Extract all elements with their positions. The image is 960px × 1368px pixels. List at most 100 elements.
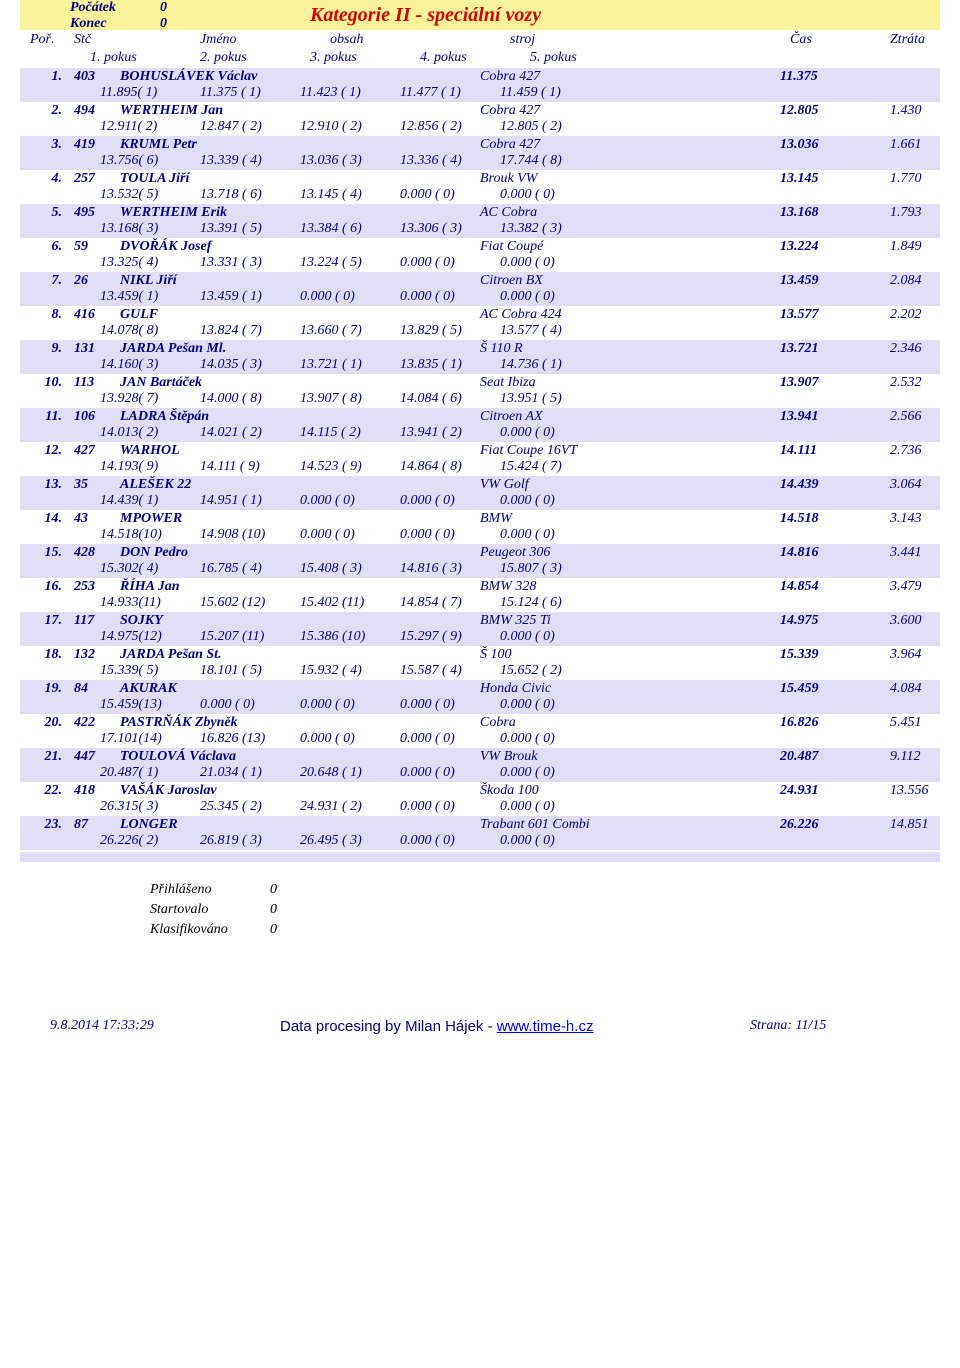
cell-name: LONGER bbox=[120, 817, 178, 833]
cell-name: JAN Bartáček bbox=[120, 375, 202, 391]
pokus: 15.339( 5) bbox=[100, 663, 200, 679]
pokus: 0.000 ( 0) bbox=[500, 255, 600, 271]
category-title: Kategorie II - speciální vozy bbox=[310, 4, 541, 27]
header-band: Počátek 0 Konec 0 Kategorie II - speciál… bbox=[20, 0, 940, 30]
pokus: 13.382 ( 3) bbox=[500, 221, 600, 237]
cell-por: 14. bbox=[38, 511, 62, 527]
cell-pokusy: 13.168( 3)13.391 ( 5)13.384 ( 6)13.306 (… bbox=[100, 221, 600, 237]
cell-stroj: Brouk VW bbox=[480, 171, 537, 187]
cell-cas: 13.577 bbox=[780, 307, 819, 323]
pokus: 0.000 ( 0) bbox=[300, 493, 400, 509]
pokus: 0.000 ( 0) bbox=[400, 799, 500, 815]
cell-cas: 13.941 bbox=[780, 409, 819, 425]
pokus: 15.297 ( 9) bbox=[400, 629, 500, 645]
cell-cas: 13.224 bbox=[780, 239, 819, 255]
pokus: 15.602 (12) bbox=[200, 595, 300, 611]
pokus: 13.829 ( 5) bbox=[400, 323, 500, 339]
cell-name: BOHUSLÁVEK Václav bbox=[120, 69, 257, 85]
col-stroj: stroj bbox=[510, 32, 535, 48]
cell-name: WERTHEIM Erik bbox=[120, 205, 227, 221]
cell-por: 8. bbox=[38, 307, 62, 323]
pokus: 20.487( 1) bbox=[100, 765, 200, 781]
cell-pokusy: 26.315( 3)25.345 ( 2)24.931 ( 2)0.000 ( … bbox=[100, 799, 600, 815]
pokus: 15.652 ( 2) bbox=[500, 663, 600, 679]
cell-ztrata: 1.430 bbox=[890, 103, 922, 119]
cell-stroj: Š 100 bbox=[480, 647, 512, 663]
cell-stc: 419 bbox=[74, 137, 95, 153]
table-row: 12.427WARHOLFiat Coupe 16VT14.1112.73614… bbox=[20, 442, 940, 476]
cell-cas: 15.339 bbox=[780, 647, 819, 663]
cell-name: VAŠÁK Jaroslav bbox=[120, 783, 217, 799]
pokus: 16.785 ( 4) bbox=[200, 561, 300, 577]
cell-cas: 20.487 bbox=[780, 749, 819, 765]
cell-por: 4. bbox=[38, 171, 62, 187]
cell-stroj: Fiat Coupe 16VT bbox=[480, 443, 577, 459]
pokus: 14.439( 1) bbox=[100, 493, 200, 509]
pokus: 0.000 ( 0) bbox=[500, 493, 600, 509]
pokus: 15.302( 4) bbox=[100, 561, 200, 577]
table-row: 8.416GULFAC Cobra 42413.5772.20214.078( … bbox=[20, 306, 940, 340]
cell-name: WERTHEIM Jan bbox=[120, 103, 223, 119]
pokus: 14.518(10) bbox=[100, 527, 200, 543]
cell-name: PASTRŇÁK Zbyněk bbox=[120, 715, 238, 731]
cell-cas: 14.439 bbox=[780, 477, 819, 493]
table-row: 1.403BOHUSLÁVEK VáclavCobra 42711.37511.… bbox=[20, 68, 940, 102]
pokus: 14.951 ( 1) bbox=[200, 493, 300, 509]
pokus: 15.587 ( 4) bbox=[400, 663, 500, 679]
cell-name: GULF bbox=[120, 307, 158, 323]
table-row: 15.428DON PedroPeugeot 30614.8163.44115.… bbox=[20, 544, 940, 578]
pokus: 13.336 ( 4) bbox=[400, 153, 500, 169]
cell-pokusy: 14.013( 2)14.021 ( 2)14.115 ( 2)13.941 (… bbox=[100, 425, 600, 441]
col-p1: 1. pokus bbox=[90, 50, 137, 66]
cell-pokusy: 15.302( 4)16.785 ( 4)15.408 ( 3)14.816 (… bbox=[100, 561, 600, 577]
cell-stc: 253 bbox=[74, 579, 95, 595]
cell-stc: 87 bbox=[74, 817, 88, 833]
cell-stc: 132 bbox=[74, 647, 95, 663]
pokus: 13.721 ( 1) bbox=[300, 357, 400, 373]
cell-ztrata: 1.661 bbox=[890, 137, 922, 153]
pokus: 0.000 ( 0) bbox=[500, 833, 600, 849]
cell-pokusy: 13.756( 6)13.339 ( 4)13.036 ( 3)13.336 (… bbox=[100, 153, 600, 169]
pokus: 20.648 ( 1) bbox=[300, 765, 400, 781]
cell-ztrata: 14.851 bbox=[890, 817, 929, 833]
cell-por: 1. bbox=[38, 69, 62, 85]
pokus: 13.331 ( 3) bbox=[200, 255, 300, 271]
pokus: 26.315( 3) bbox=[100, 799, 200, 815]
cell-por: 22. bbox=[38, 783, 62, 799]
cell-pokusy: 14.160( 3)14.035 ( 3)13.721 ( 1)13.835 (… bbox=[100, 357, 600, 373]
pokus: 12.910 ( 2) bbox=[300, 119, 400, 135]
cell-cas: 14.518 bbox=[780, 511, 819, 527]
cell-stroj: Seat Ibiza bbox=[480, 375, 536, 391]
summary: Přihlášeno0 Startovalo0 Klasifikováno0 bbox=[150, 882, 940, 938]
cell-stc: 418 bbox=[74, 783, 95, 799]
footer-link[interactable]: www.time-h.cz bbox=[497, 1018, 594, 1035]
footer-datetime: 9.8.2014 17:33:29 bbox=[50, 1018, 154, 1034]
cell-stroj: Š 110 R bbox=[480, 341, 523, 357]
pokus: 0.000 ( 0) bbox=[500, 187, 600, 203]
pokus: 15.386 (10) bbox=[300, 629, 400, 645]
pokus: 13.036 ( 3) bbox=[300, 153, 400, 169]
footer-page: Strana: 11/15 bbox=[750, 1018, 826, 1034]
cell-stc: 84 bbox=[74, 681, 88, 697]
cell-stroj: VW Brouk bbox=[480, 749, 537, 765]
pokus: 12.805 ( 2) bbox=[500, 119, 600, 135]
pocatek-label: Počátek bbox=[70, 0, 116, 16]
table-row: 7.26NIKL JiříCitroen BX13.4592.08413.459… bbox=[20, 272, 940, 306]
cell-ztrata: 5.451 bbox=[890, 715, 922, 731]
cell-pokusy: 17.101(14)16.826 (13)0.000 ( 0)0.000 ( 0… bbox=[100, 731, 600, 747]
pokus: 0.000 ( 0) bbox=[400, 833, 500, 849]
table-row: 22.418VAŠÁK JaroslavŠkoda 10024.93113.55… bbox=[20, 782, 940, 816]
cell-por: 6. bbox=[38, 239, 62, 255]
cell-por: 20. bbox=[38, 715, 62, 731]
cell-ztrata: 2.566 bbox=[890, 409, 922, 425]
pokus: 0.000 ( 0) bbox=[500, 697, 600, 713]
pokus: 13.660 ( 7) bbox=[300, 323, 400, 339]
cell-stroj: BMW 325 Ti bbox=[480, 613, 551, 629]
pokus: 0.000 ( 0) bbox=[500, 765, 600, 781]
pokus: 12.911( 2) bbox=[100, 119, 200, 135]
pokus: 0.000 ( 0) bbox=[500, 527, 600, 543]
cell-stroj: BMW 328 bbox=[480, 579, 536, 595]
pokus: 13.718 ( 6) bbox=[200, 187, 300, 203]
cell-por: 16. bbox=[38, 579, 62, 595]
cell-por: 10. bbox=[38, 375, 62, 391]
